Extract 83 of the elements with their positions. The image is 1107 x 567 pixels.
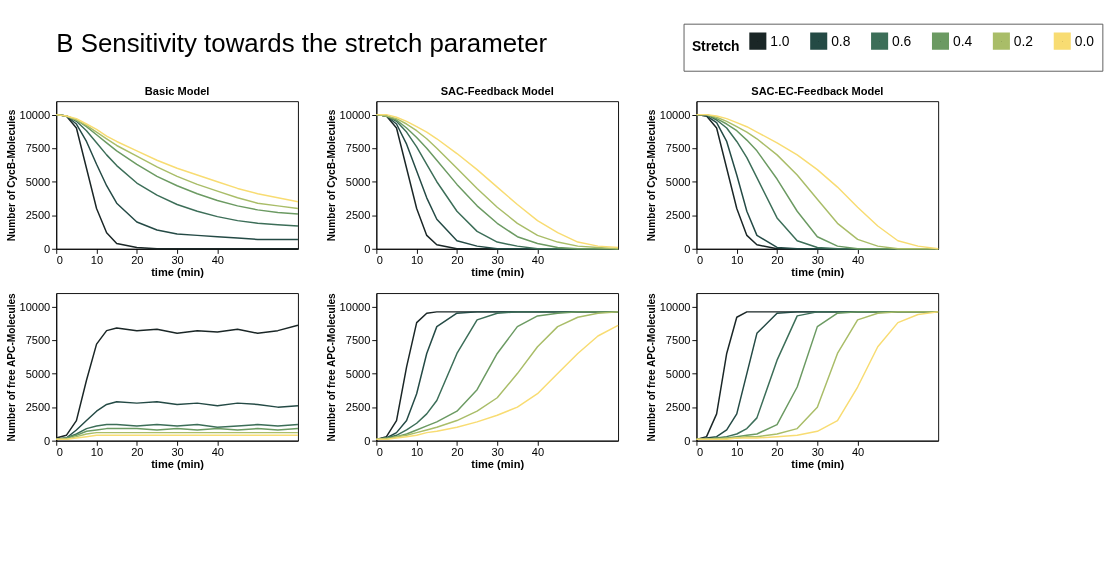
y-tick-label: 0 [364,242,371,255]
y-tick-label: 7500 [665,334,691,347]
y-tick-label: 0 [44,434,51,447]
x-tick-label: 30 [491,445,504,458]
x-tick-label: 40 [211,254,225,267]
y-axis-title: Number of free APC-Molecules [646,292,658,442]
x-tick-label: 40 [851,254,865,267]
y-tick-label: 0 [684,242,691,255]
x-tick-label: 0 [56,254,63,267]
y-tick-label: 5000 [345,175,371,188]
text: B Sensitivity towards the stretch parameter [56,29,548,58]
y-tick-label: 7500 [25,142,51,155]
x-axis-title: time (min) [151,457,205,470]
y-tick-label: 2500 [665,401,691,414]
y-tick-label: 7500 [345,142,371,155]
legend-title: Stretch [691,38,740,55]
x-tick-label: 30 [171,254,184,267]
chart-title: Basic Model [144,84,210,97]
x-tick-label: 40 [531,445,545,458]
legend-label: 0.8 [831,32,851,49]
y-tick-label: 10000 [339,108,371,121]
x-tick-label: 10 [731,445,744,458]
legend-label: 0.2 [1013,32,1034,49]
x-tick-label: 10 [410,254,424,267]
y-tick-label: 10000 [19,300,51,313]
x-tick-label: 20 [771,254,784,267]
legend-label: 0.4 [952,32,973,49]
x-tick-label: 20 [451,445,464,458]
y-tick-label: 10000 [659,108,691,121]
y-axis-title: Number of CycB-Molecules [5,109,17,242]
y-tick-label: 2500 [25,209,51,222]
x-tick-label: 10 [731,254,744,267]
y-tick-label: 5000 [345,367,371,380]
x-tick-label: 20 [771,445,784,458]
legend-label: 0.0 [1074,32,1095,49]
x-tick-label: 10 [90,254,104,267]
legend-label: 0.6 [892,32,912,49]
y-tick-label: 5000 [665,175,691,188]
y-axis-title: Number of CycB-Molecules [646,109,658,242]
chart-title: SAC-Feedback Model [440,84,554,97]
x-tick-label: 10 [410,445,424,458]
x-axis-title: time (min) [791,457,845,470]
x-tick-label: 0 [376,254,383,267]
x-tick-label: 40 [531,254,545,267]
y-tick-label: 2500 [345,209,371,222]
y-tick-label: 7500 [665,142,691,155]
x-tick-label: 20 [451,254,464,267]
y-tick-label: 2500 [25,401,51,414]
y-axis-title: Number of free APC-Molecules [325,292,337,442]
y-tick-label: 10000 [19,108,51,121]
legend-label: 1.0 [770,32,790,49]
y-tick-label: 5000 [25,367,51,380]
x-tick-label: 0 [696,254,704,267]
x-tick-label: 30 [811,254,824,267]
y-tick-label: 10000 [339,300,371,313]
y-axis-title: Number of free APC-Molecules [5,292,17,442]
x-axis-title: time (min) [471,266,525,279]
x-axis-title: time (min) [151,266,205,279]
x-tick-label: 20 [131,445,144,458]
y-tick-label: 5000 [665,367,691,380]
y-tick-label: 0 [44,242,51,255]
x-axis-title: time (min) [471,457,525,470]
y-tick-label: 0 [684,434,691,447]
y-tick-label: 5000 [25,175,51,188]
y-tick-label: 7500 [345,334,371,347]
y-tick-label: 2500 [345,401,371,414]
x-tick-label: 40 [851,445,865,458]
x-tick-label: 30 [171,445,184,458]
x-tick-label: 30 [811,445,824,458]
x-axis-title: time (min) [791,266,845,279]
y-tick-label: 0 [364,434,371,447]
x-tick-label: 40 [211,445,225,458]
y-axis-title: Number of CycB-Molecules [325,109,337,242]
x-tick-label: 20 [131,254,144,267]
x-tick-label: 10 [90,445,104,458]
x-tick-label: 30 [491,254,504,267]
x-tick-label: 0 [56,445,63,458]
y-tick-label: 7500 [25,334,51,347]
y-tick-label: 2500 [665,209,691,222]
x-tick-label: 0 [376,445,383,458]
chart-title: SAC-EC-Feedback Model [751,84,884,97]
y-tick-label: 10000 [659,300,691,313]
x-tick-label: 0 [696,445,704,458]
